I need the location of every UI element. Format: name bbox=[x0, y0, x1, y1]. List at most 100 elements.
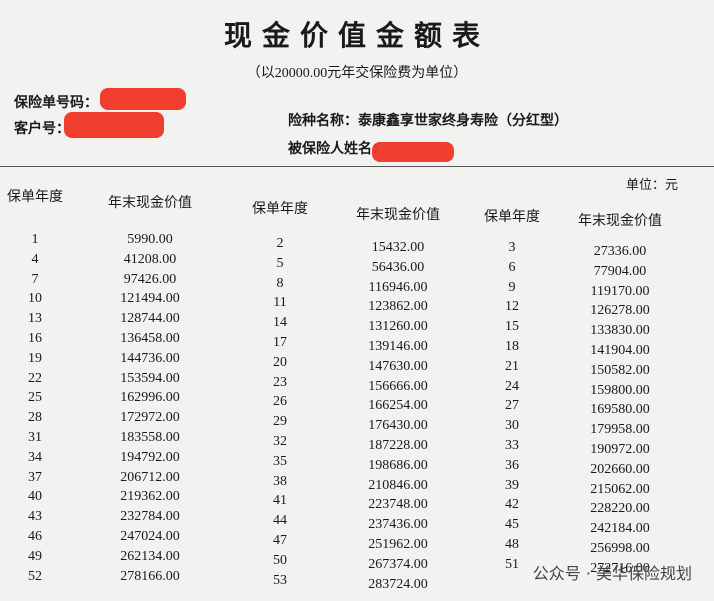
cash-value: 150582.00 bbox=[590, 362, 650, 378]
cash-value: 183558.00 bbox=[120, 430, 180, 445]
cash-value: 176430.00 bbox=[368, 418, 428, 434]
policy-year: 34 bbox=[28, 449, 42, 465]
cash-value: 133830.00 bbox=[590, 323, 650, 339]
policy-no-label: 保险单号码： bbox=[14, 96, 98, 111]
redaction bbox=[372, 142, 454, 162]
policy-year: 52 bbox=[28, 568, 42, 584]
policy-year: 44 bbox=[273, 513, 287, 529]
subtitle: （以20000.00元年交保险费为单位） bbox=[246, 66, 468, 81]
cash-value: 237436.00 bbox=[368, 517, 428, 533]
policy-year: 5 bbox=[276, 255, 284, 271]
cash-value: 187228.00 bbox=[368, 438, 428, 453]
cash-value: 119170.00 bbox=[590, 283, 650, 299]
policy-year: 27 bbox=[505, 398, 519, 414]
policy-year: 4 bbox=[31, 251, 39, 267]
customer-no-label: 客户号： bbox=[14, 122, 70, 137]
cash-value: 159800.00 bbox=[590, 382, 650, 398]
title: 现金价值金额表 bbox=[223, 21, 490, 52]
cash-value: 56436.00 bbox=[371, 259, 425, 275]
policy-year: 39 bbox=[505, 477, 519, 493]
policy-year: 24 bbox=[505, 378, 519, 394]
cash-value: 126278.00 bbox=[590, 303, 650, 319]
cash-value: 156666.00 bbox=[368, 378, 428, 394]
policy-year: 40 bbox=[28, 489, 42, 505]
policy-year: 49 bbox=[28, 548, 42, 564]
cash-value: 131260.00 bbox=[368, 319, 428, 335]
cash-value: 256998.00 bbox=[590, 541, 650, 556]
policy-year: 6 bbox=[508, 259, 516, 275]
product-label: 险种名称：泰康鑫享世家终身寿险（分红型） bbox=[288, 114, 568, 129]
divider bbox=[0, 166, 714, 167]
cash-value: 272716.00 bbox=[590, 560, 650, 576]
cash-value: 147630.00 bbox=[368, 358, 428, 374]
policy-year: 8 bbox=[276, 275, 284, 291]
cash-value: 247024.00 bbox=[120, 529, 180, 544]
cash-value: 27336.00 bbox=[593, 244, 647, 259]
cash-value: 278166.00 bbox=[120, 568, 180, 584]
policy-year: 43 bbox=[28, 509, 42, 525]
cash-value: 267374.00 bbox=[368, 556, 428, 572]
cash-value: 123862.00 bbox=[368, 299, 428, 315]
cash-value: 166254.00 bbox=[368, 398, 428, 414]
cash-value: 162996.00 bbox=[120, 390, 180, 406]
policy-year: 23 bbox=[273, 374, 287, 390]
cash-value: 210846.00 bbox=[368, 477, 428, 493]
policy-year: 30 bbox=[505, 418, 519, 434]
policy-year: 25 bbox=[28, 390, 42, 406]
cash-value: 242184.00 bbox=[590, 521, 650, 537]
policy-year: 37 bbox=[28, 469, 42, 485]
policy-year: 11 bbox=[273, 295, 287, 311]
cash-value: 116946.00 bbox=[368, 279, 428, 295]
column-header: 年末现金价值 bbox=[578, 214, 662, 229]
policy-year: 53 bbox=[273, 572, 287, 588]
column-header: 年末现金价值 bbox=[108, 196, 192, 211]
cash-value: 141904.00 bbox=[590, 343, 650, 358]
cash-value: 283724.00 bbox=[368, 576, 428, 592]
policy-year: 18 bbox=[505, 339, 519, 354]
cash-value: 139146.00 bbox=[368, 339, 428, 354]
cash-value: 206712.00 bbox=[120, 469, 180, 485]
policy-year: 41 bbox=[273, 493, 287, 509]
policy-year: 29 bbox=[273, 414, 287, 430]
redaction bbox=[64, 112, 164, 138]
cash-value: 215062.00 bbox=[590, 481, 650, 497]
cash-value: 97426.00 bbox=[123, 271, 177, 287]
policy-year: 32 bbox=[273, 434, 287, 449]
policy-year: 33 bbox=[505, 438, 519, 453]
policy-year: 9 bbox=[508, 279, 516, 295]
policy-year: 3 bbox=[508, 240, 516, 255]
column-header: 年末现金价值 bbox=[356, 208, 440, 223]
policy-year: 2 bbox=[276, 236, 284, 251]
cash-value: 202660.00 bbox=[590, 461, 650, 477]
cash-value: 179958.00 bbox=[590, 422, 650, 438]
policy-year: 42 bbox=[505, 497, 519, 513]
cash-value: 223748.00 bbox=[368, 497, 428, 513]
cash-value: 144736.00 bbox=[120, 350, 180, 366]
cash-value: 190972.00 bbox=[590, 442, 650, 457]
policy-year: 35 bbox=[273, 453, 287, 469]
column-header: 保单年度 bbox=[484, 210, 540, 225]
cash-value: 5990.00 bbox=[127, 232, 173, 247]
policy-year: 36 bbox=[505, 457, 519, 473]
cash-value: 194792.00 bbox=[120, 449, 180, 465]
policy-year: 21 bbox=[505, 358, 519, 374]
column-header: 保单年度 bbox=[7, 190, 63, 205]
cash-value: 128744.00 bbox=[120, 311, 180, 327]
policy-year: 45 bbox=[505, 517, 519, 533]
unit-label: 单位：元 bbox=[625, 177, 678, 192]
policy-year: 12 bbox=[505, 299, 519, 315]
policy-year: 31 bbox=[28, 430, 42, 445]
insured-label: 被保险人姓名： bbox=[288, 142, 386, 157]
cash-value: 77904.00 bbox=[593, 263, 647, 279]
cash-value: 136458.00 bbox=[120, 331, 180, 346]
cash-value: 232784.00 bbox=[120, 509, 180, 525]
column-header: 保单年度 bbox=[252, 202, 308, 217]
watermark: 公众号 · 美华保险规划 bbox=[532, 564, 692, 583]
policy-year: 26 bbox=[273, 394, 287, 410]
policy-year: 20 bbox=[273, 354, 287, 370]
policy-year: 16 bbox=[28, 331, 42, 346]
cash-value: 121494.00 bbox=[120, 291, 180, 307]
cash-value: 251962.00 bbox=[368, 537, 428, 552]
policy-year: 7 bbox=[31, 271, 39, 287]
